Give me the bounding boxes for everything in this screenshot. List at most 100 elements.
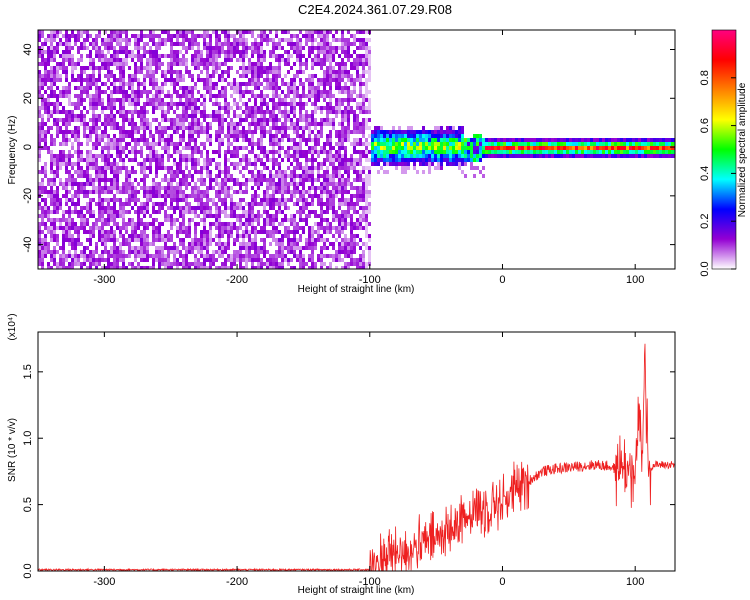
heatmap-cell bbox=[359, 222, 362, 226]
heatmap-cell bbox=[302, 246, 305, 250]
heatmap-cell bbox=[323, 74, 326, 78]
heatmap-cell bbox=[116, 198, 119, 202]
heatmap-cell bbox=[326, 142, 329, 146]
heatmap-cell bbox=[83, 214, 86, 218]
heatmap-cell bbox=[149, 130, 152, 134]
heatmap-cell bbox=[176, 266, 179, 269]
heatmap-cell bbox=[65, 38, 68, 42]
heatmap-cell bbox=[104, 122, 107, 126]
heatmap-cell bbox=[350, 222, 353, 226]
heatmap-cell bbox=[272, 66, 275, 70]
heatmap-cell bbox=[377, 162, 380, 166]
heatmap-cell bbox=[230, 178, 233, 182]
heatmap-cell bbox=[413, 142, 416, 146]
heatmap-cell bbox=[365, 230, 368, 234]
heatmap-cell bbox=[197, 238, 200, 242]
heatmap-cell bbox=[362, 254, 365, 258]
heatmap-cell bbox=[197, 54, 200, 58]
heatmap-cell bbox=[101, 42, 104, 46]
heatmap-cell bbox=[272, 78, 275, 82]
heatmap-cell bbox=[455, 134, 458, 138]
heatmap-cell bbox=[209, 162, 212, 166]
heatmap-cell bbox=[281, 114, 284, 118]
heatmap-cell bbox=[431, 138, 434, 142]
heatmap-cell bbox=[137, 218, 140, 222]
heatmap-cell bbox=[287, 250, 290, 254]
heatmap-cell bbox=[407, 146, 410, 150]
heatmap-cell bbox=[107, 166, 110, 170]
heatmap-cell bbox=[311, 110, 314, 114]
heatmap-cell bbox=[134, 210, 137, 214]
heatmap-cell bbox=[149, 198, 152, 202]
heatmap-cell bbox=[38, 30, 41, 34]
heatmap-cell bbox=[215, 258, 218, 262]
heatmap-cell bbox=[254, 234, 257, 238]
heatmap-cell bbox=[329, 150, 332, 154]
heatmap-cell bbox=[287, 258, 290, 262]
heatmap-cell bbox=[110, 106, 113, 110]
heatmap-cell bbox=[65, 134, 68, 138]
heatmap-cell bbox=[215, 82, 218, 86]
heatmap-cell bbox=[203, 86, 206, 90]
heatmap-cell bbox=[92, 230, 95, 234]
heatmap-cell bbox=[266, 42, 269, 46]
heatmap-cell bbox=[128, 66, 131, 70]
heatmap-cell bbox=[95, 130, 98, 134]
heatmap-cell bbox=[182, 266, 185, 269]
heatmap-cell bbox=[203, 210, 206, 214]
heatmap-cell bbox=[38, 142, 41, 146]
heatmap-cell bbox=[95, 50, 98, 54]
heatmap-cell bbox=[200, 122, 203, 126]
heatmap-cell bbox=[107, 218, 110, 222]
heatmap-cell bbox=[257, 146, 260, 150]
heatmap-cell bbox=[128, 238, 131, 242]
heatmap-cell bbox=[53, 154, 56, 158]
heatmap-cell bbox=[143, 54, 146, 58]
heatmap-cell bbox=[197, 74, 200, 78]
heatmap-cell bbox=[92, 222, 95, 226]
heatmap-cell bbox=[380, 126, 383, 130]
heatmap-cell bbox=[344, 198, 347, 202]
heatmap-cell bbox=[368, 134, 371, 138]
heatmap-cell bbox=[149, 50, 152, 54]
heatmap-cell bbox=[248, 58, 251, 62]
heatmap-cell bbox=[323, 34, 326, 38]
heatmap-cell bbox=[359, 262, 362, 266]
heatmap-cell bbox=[155, 166, 158, 170]
heatmap-cell bbox=[197, 42, 200, 46]
heatmap-cell bbox=[185, 38, 188, 42]
heatmap-cell bbox=[194, 258, 197, 262]
heatmap-cell bbox=[275, 230, 278, 234]
heatmap-cell bbox=[107, 38, 110, 42]
heatmap-cell bbox=[53, 30, 56, 34]
heatmap-cell bbox=[254, 74, 257, 78]
heatmap-cell bbox=[119, 150, 122, 154]
heatmap-cell bbox=[230, 262, 233, 266]
heatmap-cell bbox=[167, 246, 170, 250]
heatmap-cell bbox=[59, 78, 62, 82]
heatmap-cell bbox=[146, 74, 149, 78]
heatmap-cell bbox=[119, 146, 122, 150]
heatmap-cell bbox=[395, 150, 398, 154]
heatmap-cell bbox=[113, 254, 116, 258]
heatmap-cell bbox=[335, 82, 338, 86]
heatmap-cell bbox=[233, 82, 236, 86]
heatmap-cell bbox=[188, 134, 191, 138]
heatmap-cell bbox=[353, 186, 356, 190]
heatmap-cell bbox=[284, 30, 287, 34]
heatmap-cell bbox=[146, 254, 149, 258]
heatmap-cell bbox=[230, 122, 233, 126]
heatmap-cell bbox=[95, 190, 98, 194]
heatmap-cell bbox=[299, 70, 302, 74]
heatmap-cell bbox=[305, 62, 308, 66]
heatmap-cell bbox=[323, 210, 326, 214]
heatmap-cell bbox=[218, 34, 221, 38]
heatmap-cell bbox=[335, 98, 338, 102]
heatmap-cell bbox=[395, 142, 398, 146]
heatmap-cell bbox=[125, 42, 128, 46]
heatmap-cell bbox=[173, 70, 176, 74]
heatmap-cell bbox=[272, 90, 275, 94]
heatmap-cell bbox=[77, 130, 80, 134]
heatmap-cell bbox=[98, 54, 101, 58]
heatmap-cell bbox=[251, 206, 254, 210]
